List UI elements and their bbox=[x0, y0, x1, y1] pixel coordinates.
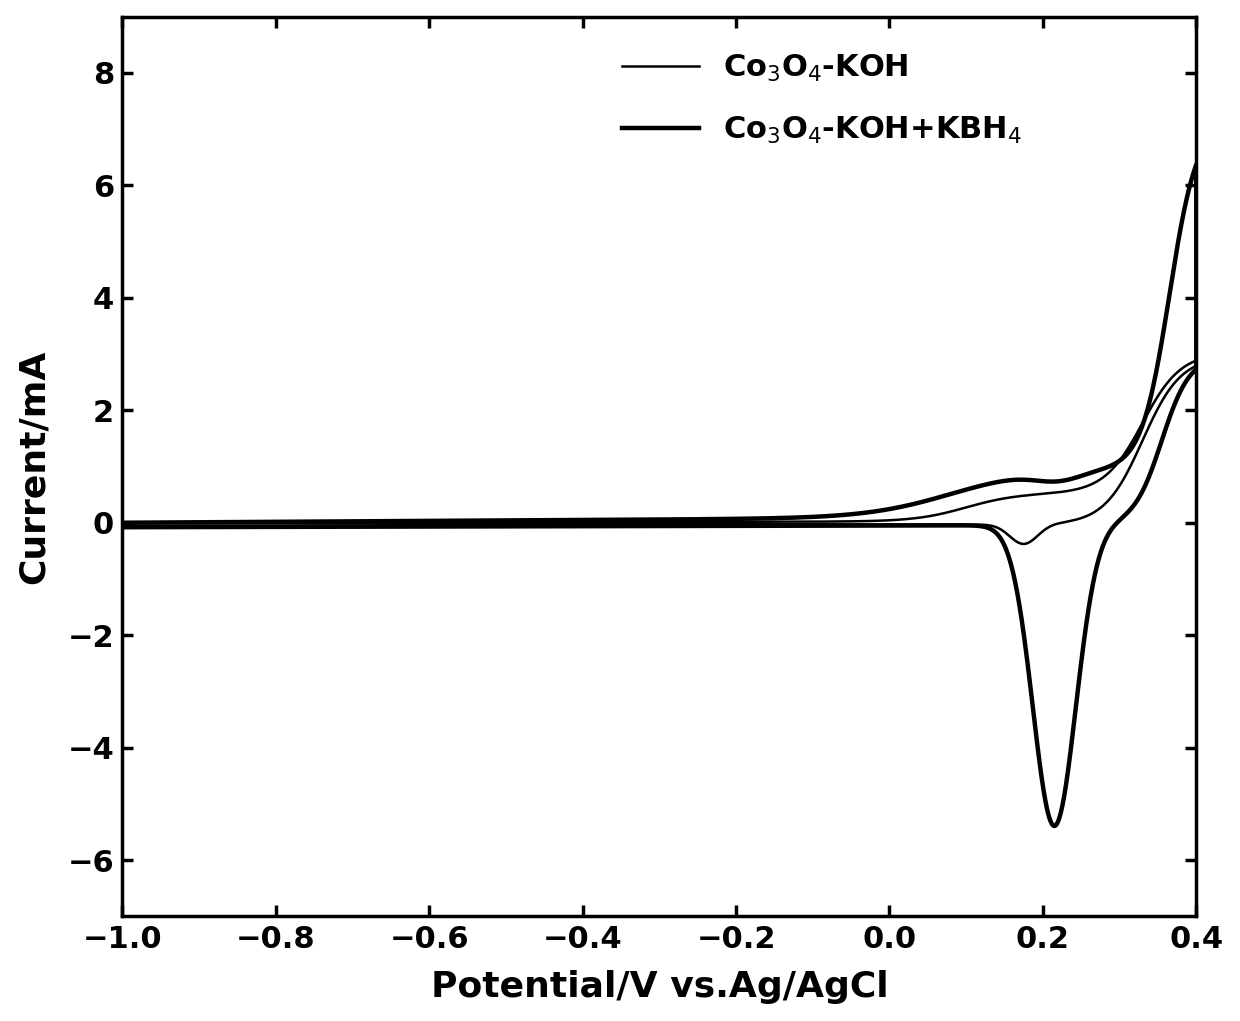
Legend: Co$_3$O$_4$-KOH, Co$_3$O$_4$-KOH+KBH$_4$: Co$_3$O$_4$-KOH, Co$_3$O$_4$-KOH+KBH$_4$ bbox=[610, 41, 1034, 158]
Y-axis label: Current/mA: Current/mA bbox=[16, 349, 51, 584]
X-axis label: Potential/V vs.Ag/AgCl: Potential/V vs.Ag/AgCl bbox=[430, 970, 888, 1005]
